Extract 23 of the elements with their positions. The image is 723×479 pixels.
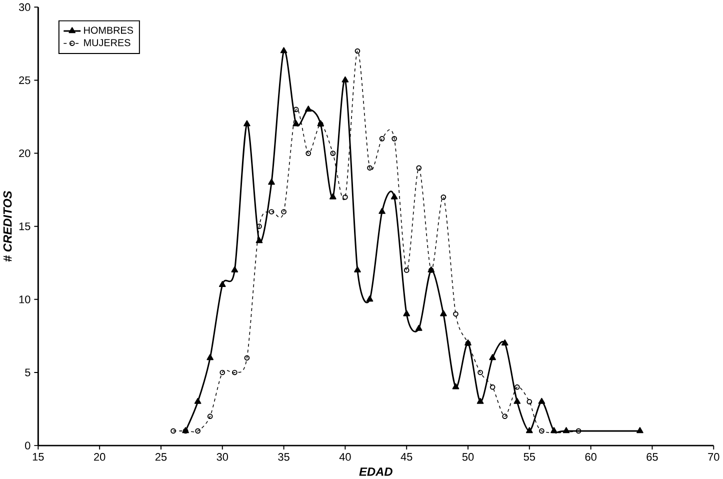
x-tick-label: 20	[94, 453, 106, 461]
y-tick-label: 5	[25, 368, 30, 376]
x-tick-label: 50	[462, 453, 474, 461]
y-tick-label: 10	[19, 296, 30, 304]
x-tick-label: 45	[400, 453, 412, 461]
x-tick-label: 30	[216, 453, 228, 461]
legend-label: HOMBRES	[84, 26, 134, 34]
x-tick-label: 55	[524, 453, 536, 461]
y-tick-label: 30	[18, 3, 30, 11]
y-tick-label: 15	[19, 222, 30, 230]
x-tick-label: 60	[585, 453, 596, 461]
y-axis-title: # CREDITOS	[3, 190, 12, 262]
x-tick-label: 15	[32, 453, 44, 461]
x-tick-label: 25	[155, 453, 167, 461]
x-tick-label: 70	[708, 453, 720, 461]
x-tick-label: 35	[278, 453, 290, 461]
y-tick-label: 25	[19, 76, 30, 84]
y-tick-label: 20	[19, 149, 30, 158]
legend-label: MUJERES	[84, 39, 130, 46]
x-tick-label: 40	[339, 453, 351, 461]
x-tick-label: 65	[646, 453, 658, 461]
x-axis-title: EDAD	[359, 468, 392, 476]
y-tick-label: 0	[25, 442, 30, 450]
